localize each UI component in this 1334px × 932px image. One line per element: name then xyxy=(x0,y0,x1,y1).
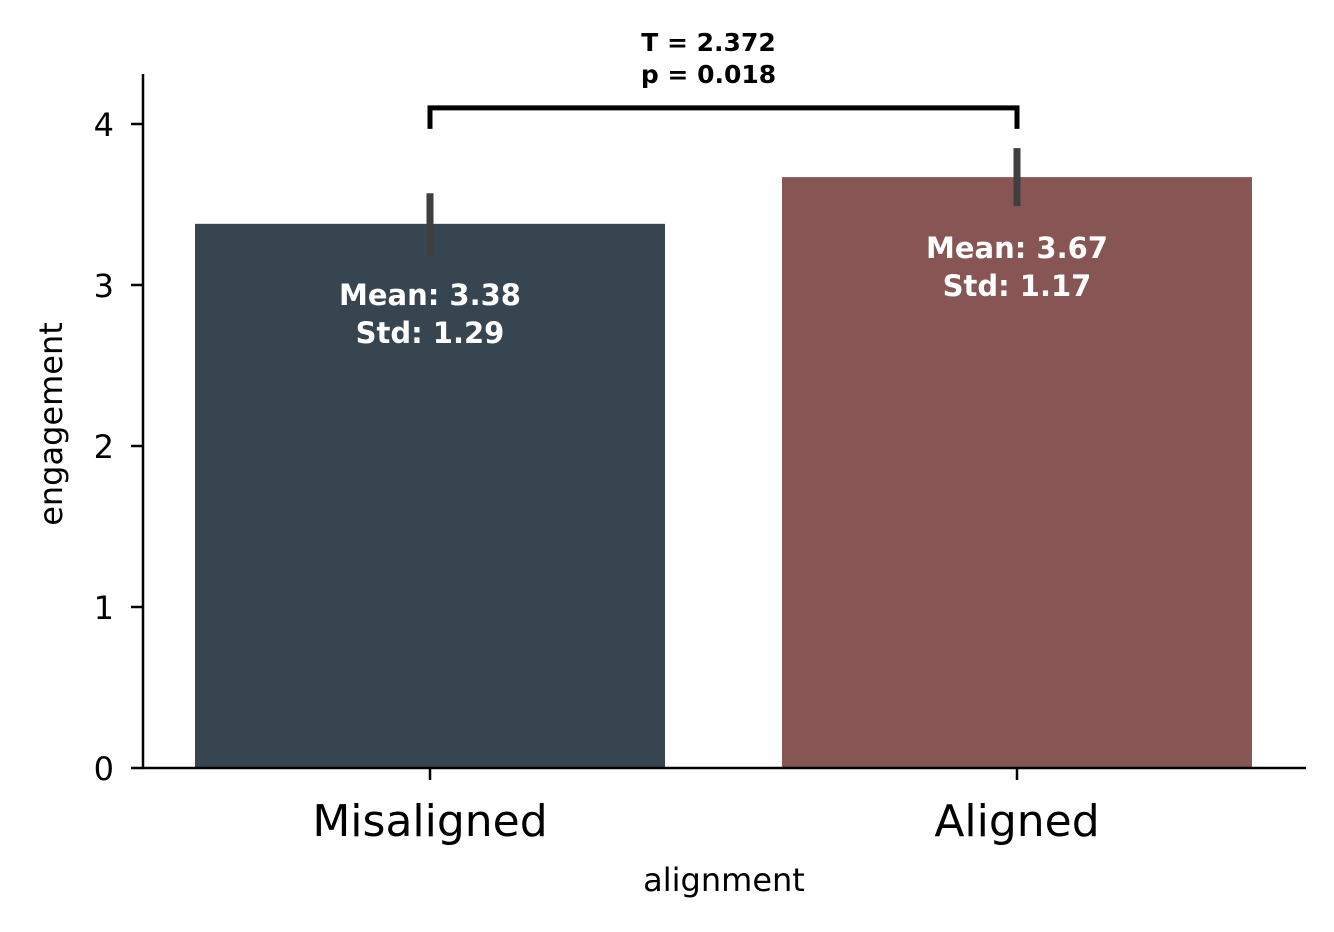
bar-mean-label-aligned: Mean: 3.67 xyxy=(926,231,1108,265)
y-tick-label-2: 2 xyxy=(94,428,114,466)
bar-mean-label-misaligned: Mean: 3.38 xyxy=(339,278,521,312)
bar-std-label-misaligned: Std: 1.29 xyxy=(356,316,505,350)
bar-annotations-layer: Mean: 3.38 Std: 1.29 Mean: 3.67 Std: 1.17 xyxy=(339,231,1108,350)
bar-misaligned xyxy=(195,223,665,768)
significance-t-value: T = 2.372 xyxy=(641,28,776,57)
y-tick-label-0: 0 xyxy=(94,750,114,788)
y-tick-label-4: 4 xyxy=(94,106,114,144)
significance-p-value: p = 0.018 xyxy=(641,60,776,89)
x-axis-title: alignment xyxy=(643,861,805,899)
y-axis-title: engagement xyxy=(32,322,70,526)
x-tick-label-misaligned: Misaligned xyxy=(312,796,547,847)
axes-layer xyxy=(141,74,1306,770)
y-tick-label-3: 3 xyxy=(94,267,114,305)
significance-bracket xyxy=(427,105,1020,129)
x-ticks-layer: Misaligned Aligned xyxy=(312,768,1100,847)
x-tick-label-aligned: Aligned xyxy=(934,796,1099,847)
significance-layer: T = 2.372 p = 0.018 xyxy=(427,28,1020,129)
error-bars-layer xyxy=(426,148,1021,257)
y-ticks-layer: 0 1 2 3 4 xyxy=(94,106,143,788)
bars-layer xyxy=(195,177,1252,768)
y-tick-label-1: 1 xyxy=(94,589,114,627)
bar-std-label-aligned: Std: 1.17 xyxy=(943,269,1092,303)
bar-aligned xyxy=(782,177,1252,768)
